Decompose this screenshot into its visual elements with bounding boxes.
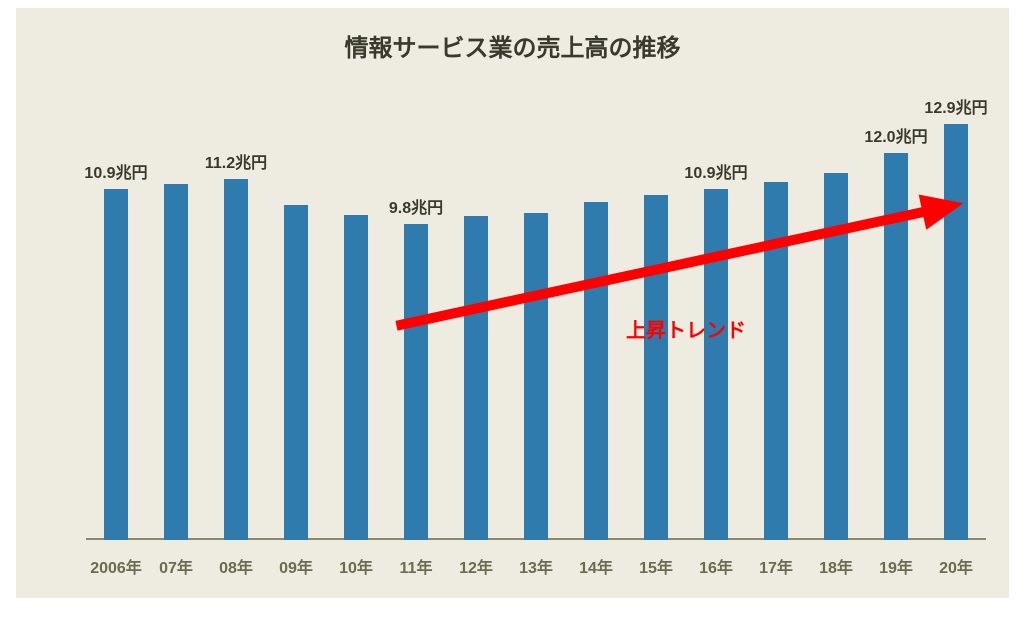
x-axis-label: 16年 bbox=[699, 554, 733, 578]
x-axis-label: 11年 bbox=[400, 554, 433, 578]
x-axis-label: 09年 bbox=[279, 554, 313, 578]
x-axis-label: 20年 bbox=[939, 554, 973, 578]
x-axis-label: 17年 bbox=[759, 554, 793, 578]
x-axis-label: 14年 bbox=[579, 554, 613, 578]
trend-label: 上昇トレンド bbox=[626, 314, 746, 343]
chart-title: 情報サービス業の売上高の推移 bbox=[0, 28, 1025, 63]
trend-arrow bbox=[86, 105, 986, 540]
x-axis-label: 08年 bbox=[219, 554, 253, 578]
x-axis-label: 15年 bbox=[639, 554, 673, 578]
chart-plot-area: 2006年10.9兆円07年08年11.2兆円09年10年11年9.8兆円12年… bbox=[86, 105, 986, 540]
x-axis-label: 12年 bbox=[459, 554, 493, 578]
x-axis-label: 13年 bbox=[519, 554, 553, 578]
x-axis-label: 19年 bbox=[879, 554, 913, 578]
chart-canvas: 情報サービス業の売上高の推移 2006年10.9兆円07年08年11.2兆円09… bbox=[0, 0, 1025, 630]
x-axis-label: 18年 bbox=[819, 554, 853, 578]
x-axis-label: 10年 bbox=[339, 554, 373, 578]
x-axis-label: 07年 bbox=[159, 554, 193, 578]
x-axis-label: 2006年 bbox=[90, 554, 142, 578]
